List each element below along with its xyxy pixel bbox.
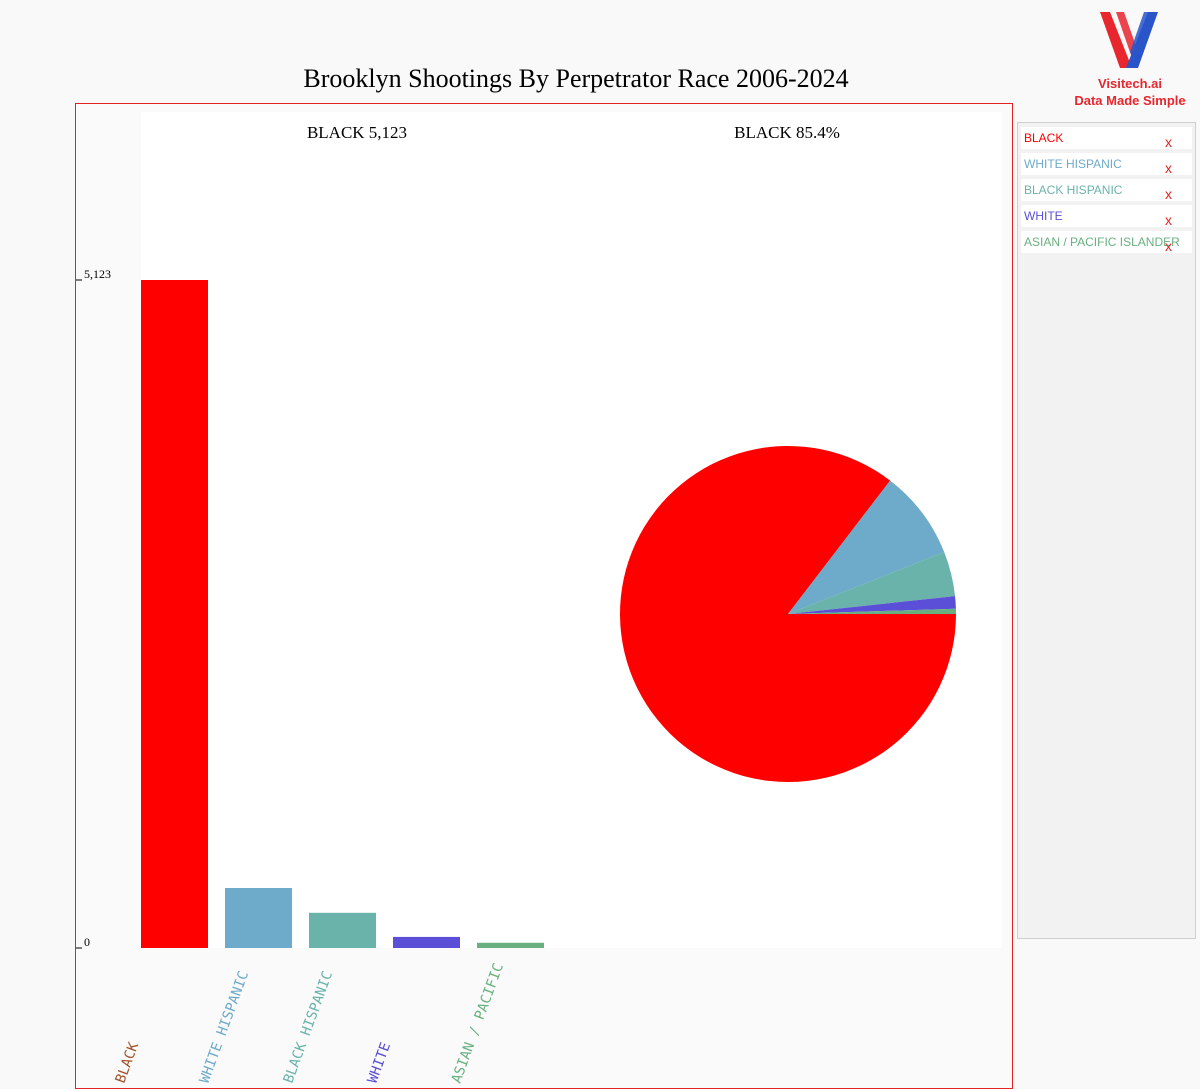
bar-black-hispanic [309, 912, 376, 948]
legend-remove-button[interactable]: x [1165, 238, 1172, 254]
pie-slice-white-hispanic [788, 480, 945, 614]
visitech-logo-icon [1100, 12, 1158, 68]
x-axis-label: BLACK [113, 1040, 143, 1086]
x-axis-label: BLACK HISPANIC [281, 969, 336, 1085]
bar-chart-header: BLACK 5,123 [307, 123, 407, 142]
x-axis-label: WHITE [365, 1040, 394, 1085]
x-axis-label: WHITE HISPANIC [197, 969, 252, 1085]
logo-name: Visitech.ai [1097, 76, 1163, 91]
logo-tagline: Data Made Simple [1074, 93, 1186, 108]
pie-chart-header: BLACK 85.4% [734, 123, 840, 142]
legend-item[interactable]: BLACK HISPANIC x [1021, 179, 1192, 202]
legend-item-label: WHITE HISPANIC [1024, 157, 1122, 171]
legend-item-label: ASIAN / PACIFIC ISLANDER [1024, 235, 1180, 249]
chart-frame: 0 5,123 BLACK WHITE HISPANIC BLACK HISPANIC W… [75, 103, 1013, 1089]
legend-item[interactable]: WHITE HISPANIC x [1021, 153, 1192, 176]
bar-white [393, 936, 460, 948]
bar-black [141, 280, 208, 948]
legend-item-label: WHITE [1024, 209, 1063, 223]
bar-asian-pacific [477, 942, 544, 948]
legend-remove-button[interactable]: x [1165, 186, 1172, 202]
y-tick-label: 0 [84, 935, 90, 949]
legend-panel: BLACK x WHITE HISPANIC x BLACK HISPANIC x WHIT… [1017, 122, 1196, 939]
legend-remove-button[interactable]: x [1165, 212, 1172, 228]
legend-remove-button[interactable]: x [1165, 160, 1172, 176]
chart-svg: 0 5,123 BLACK WHITE HISPANIC BLACK HISPANIC W… [76, 123, 956, 1086]
legend-item[interactable]: WHITE x [1021, 205, 1192, 228]
legend-item-label: BLACK [1024, 131, 1064, 145]
pie-slice-asian-pacific-islander [788, 608, 956, 614]
y-tick-label: 5,123 [84, 267, 111, 281]
legend-item[interactable]: BLACK x [1021, 127, 1192, 150]
visitech-logo: Visitech.ai Data Made Simple [1066, 6, 1194, 110]
legend-remove-button[interactable]: x [1165, 134, 1172, 150]
pie-slice-white [788, 596, 956, 614]
x-axis-label: ASIAN / PACIFIC [449, 961, 507, 1085]
legend-item[interactable]: ASIAN / PACIFIC ISLANDER x [1021, 231, 1192, 254]
legend-item-label: BLACK HISPANIC [1024, 183, 1123, 197]
chart-title: Brooklyn Shootings By Perpetrator Race 2… [303, 64, 849, 93]
pie-slice-black-hispanic [788, 552, 956, 614]
bar-white-hispanic [225, 888, 292, 948]
